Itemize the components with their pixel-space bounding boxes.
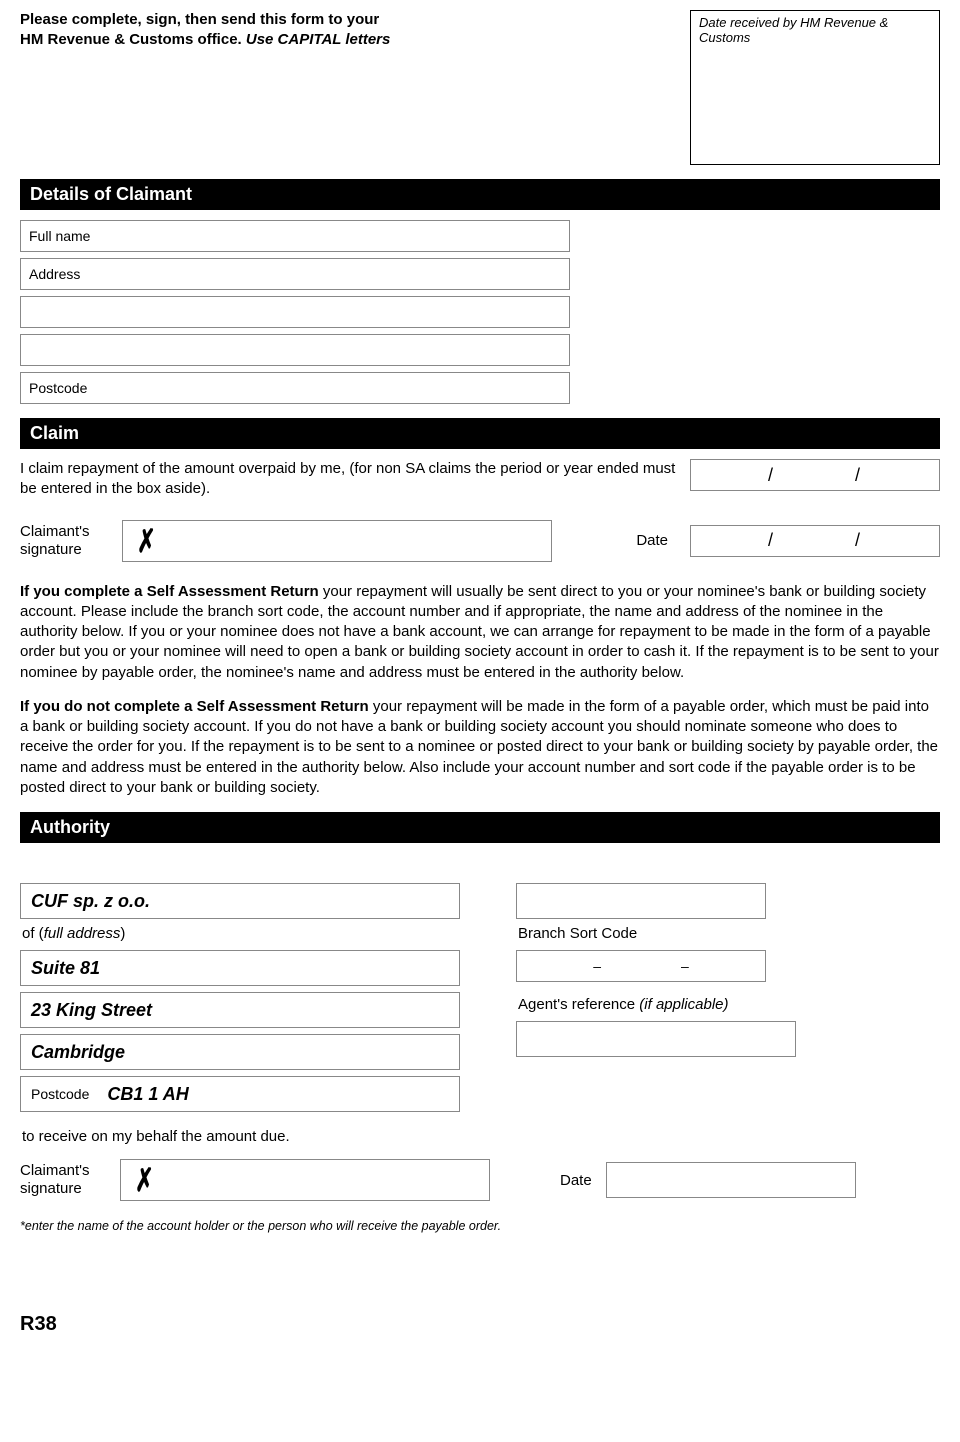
claim-signature-date-box[interactable]: / / (690, 525, 940, 557)
section-authority: Authority (20, 812, 940, 843)
authority-grid: CUF sp. z o.o. of (full address) Suite 8… (20, 883, 940, 1118)
receive-text: to receive on my behalf the amount due. (22, 1128, 940, 1145)
agent-ref-box[interactable] (516, 1021, 796, 1057)
addr-line-1-box[interactable]: Suite 81 (20, 950, 460, 986)
x-mark-icon: ✗ (137, 522, 156, 560)
addr-line-1-value: Suite 81 (31, 958, 100, 979)
agent-ref-label-text: Agent's reference (518, 996, 639, 1013)
authority-postcode-row[interactable]: Postcode CB1 1 AH (20, 1076, 460, 1112)
right-blank-box-1[interactable] (516, 883, 766, 919)
form-code: R38 (20, 1313, 940, 1336)
claim-signature-row: Claimant's signature ✗ Date / / (20, 520, 940, 562)
claim-date-label: Date (636, 532, 668, 549)
header-row: Please complete, sign, then send this fo… (20, 10, 940, 165)
section-claim: Claim (20, 418, 940, 449)
nominee-name-value: CUF sp. z o.o. (31, 891, 150, 912)
addr-line-3-box[interactable]: Cambridge (20, 1034, 460, 1070)
authority-signature-row: Claimant's signature ✗ Date (20, 1159, 940, 1201)
of-full-address-label: of (full address) (22, 925, 460, 942)
claim-row: I claim repayment of the amount overpaid… (20, 459, 940, 500)
addr-line-2-box[interactable]: 23 King Street (20, 992, 460, 1028)
paragraph-1-bold: If you complete a Self Assessment Return (20, 583, 319, 600)
address-field-2[interactable] (20, 296, 570, 328)
claim-period-date-box[interactable]: / / (690, 459, 940, 491)
authority-date-label: Date (560, 1172, 592, 1189)
paragraph-2: If you do not complete a Self Assessment… (20, 697, 940, 798)
postcode-label: Postcode (29, 380, 87, 396)
date-slash-2: / (855, 465, 862, 486)
authority-date-box[interactable] (606, 1162, 856, 1198)
full-name-field[interactable]: Full name (20, 220, 570, 252)
authority-postcode-value: CB1 1 AH (107, 1084, 188, 1105)
instruction-line-2a: HM Revenue & Customs office. (20, 31, 246, 48)
claim-signature-box[interactable]: ✗ (122, 520, 552, 562)
date-slash-1: / (768, 465, 775, 486)
branch-sort-label: Branch Sort Code (518, 925, 816, 942)
section-details-of-claimant: Details of Claimant (20, 179, 940, 210)
agent-ref-label: Agent's reference (if applicable) (518, 996, 816, 1013)
authority-signature-label: Claimant's signature (20, 1162, 110, 1198)
agent-ref-italic: (if applicable) (639, 996, 728, 1013)
instruction-line-2b: Use CAPITAL letters (246, 31, 391, 48)
authority-right-col: Branch Sort Code – – Agent's reference (… (516, 883, 816, 1118)
authority-postcode-label: Postcode (31, 1086, 89, 1102)
sort-dash-1: – (593, 958, 601, 974)
address-label: Address (29, 266, 80, 282)
of-label-close: ) (120, 925, 125, 942)
paragraph-1: If you complete a Self Assessment Return… (20, 582, 940, 683)
address-field-1[interactable]: Address (20, 258, 570, 290)
authority-left-col: CUF sp. z o.o. of (full address) Suite 8… (20, 883, 460, 1118)
of-label-italic: full address (44, 925, 121, 942)
full-name-label: Full name (29, 228, 90, 244)
address-field-3[interactable] (20, 334, 570, 366)
instructions-text: Please complete, sign, then send this fo… (20, 10, 390, 51)
claim-text: I claim repayment of the amount overpaid… (20, 459, 680, 500)
nominee-name-box[interactable]: CUF sp. z o.o. (20, 883, 460, 919)
claim-signature-label: Claimant's signature (20, 523, 110, 559)
sort-dash-2: – (681, 958, 689, 974)
instruction-line-1: Please complete, sign, then send this fo… (20, 11, 379, 28)
date-slash-4: / (855, 530, 862, 551)
paragraph-2-bold: If you do not complete a Self Assessment… (20, 698, 369, 715)
of-label-open: of ( (22, 925, 44, 942)
addr-line-2-value: 23 King Street (31, 1000, 152, 1021)
sort-code-box[interactable]: – – (516, 950, 766, 982)
date-received-label: Date received by HM Revenue & Customs (699, 15, 888, 45)
postcode-field[interactable]: Postcode (20, 372, 570, 404)
x-mark-icon-2: ✗ (135, 1161, 154, 1199)
footnote: *enter the name of the account holder or… (20, 1219, 940, 1233)
claimant-fields: Full name Address Postcode (20, 220, 570, 404)
authority-signature-box[interactable]: ✗ (120, 1159, 490, 1201)
date-received-box: Date received by HM Revenue & Customs (690, 10, 940, 165)
addr-line-3-value: Cambridge (31, 1042, 125, 1063)
date-slash-3: / (768, 530, 775, 551)
